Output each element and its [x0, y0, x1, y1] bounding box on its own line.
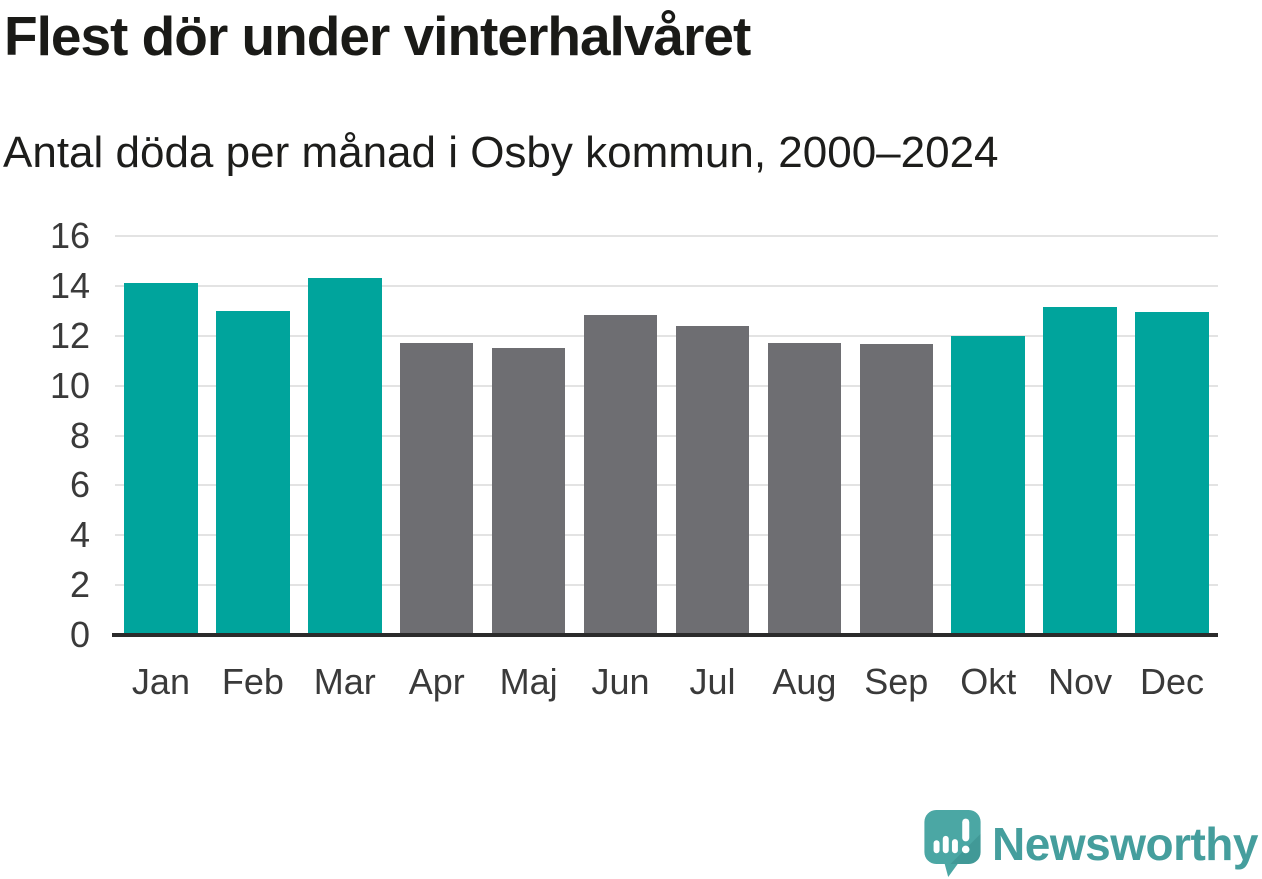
x-axis-label-sep: Sep [864, 661, 929, 702]
chart-title: Flest dör under vinterhalvåret [4, 5, 751, 67]
bar-aug [767, 343, 842, 635]
bar-apr [399, 343, 474, 635]
y-axis-tick-label: 12 [49, 314, 90, 356]
y-axis-tick-label: 14 [49, 264, 90, 306]
y-axis-tick-label: 0 [69, 614, 90, 655]
bar-jan [124, 283, 198, 635]
gridline-y6 [115, 484, 1218, 487]
y-axis-tick-label: 10 [49, 364, 90, 406]
bar-nov [1043, 307, 1117, 635]
bar-maj [491, 348, 566, 635]
bar-jul [675, 325, 750, 635]
x-axis-label-aug: Aug [772, 661, 837, 702]
newsworthy-logo: Newsworthy [924, 810, 1258, 877]
x-axis-label-maj: Maj [499, 661, 558, 702]
bar-feb [216, 310, 290, 635]
x-axis-label-nov: Nov [1048, 661, 1113, 702]
y-axis-tick-label: 4 [69, 514, 90, 556]
bar-sep [859, 344, 934, 635]
x-axis-label-mar: Mar [313, 661, 376, 702]
chart-subtitle: Antal döda per månad i Osby kommun, 2000… [3, 128, 999, 177]
y-axis-tick-label: 16 [49, 215, 90, 256]
x-axis-line [112, 633, 1218, 637]
gridline-y16 [115, 235, 1218, 237]
gridline-y8 [115, 434, 1218, 437]
x-axis-label-jul: Jul [689, 661, 736, 702]
bar-chart-glyph [933, 835, 958, 854]
gridline-y12 [115, 334, 1218, 337]
exclamation-glyph [961, 818, 970, 854]
gridline-y2 [115, 584, 1218, 587]
bar-dec [1135, 312, 1209, 635]
y-axis-tick-label: 8 [69, 414, 90, 456]
newsworthy-speech-bubble-icon [924, 810, 981, 877]
gridline-y4 [115, 534, 1218, 537]
y-axis-tick-label: 2 [69, 564, 90, 606]
x-axis-label-jun: Jun [591, 661, 650, 702]
newsworthy-wordmark: Newsworthy [992, 817, 1258, 870]
x-axis-label-jan: Jan [131, 661, 190, 702]
bar-jun [583, 314, 658, 635]
x-axis-label-apr: Apr [408, 661, 465, 702]
x-axis-label-okt: Okt [960, 661, 1017, 702]
bar-mar [308, 278, 382, 635]
x-axis-label-dec: Dec [1140, 661, 1205, 702]
gridline-y10 [115, 384, 1218, 387]
bar-okt [951, 335, 1025, 635]
x-axis-label-feb: Feb [221, 661, 284, 702]
gridline-y14 [115, 284, 1218, 287]
y-axis-tick-label: 6 [69, 464, 90, 506]
